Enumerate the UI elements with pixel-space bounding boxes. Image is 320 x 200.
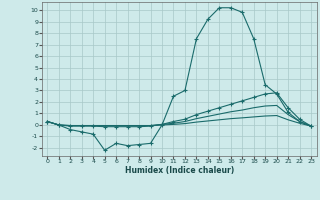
X-axis label: Humidex (Indice chaleur): Humidex (Indice chaleur) <box>124 166 234 175</box>
